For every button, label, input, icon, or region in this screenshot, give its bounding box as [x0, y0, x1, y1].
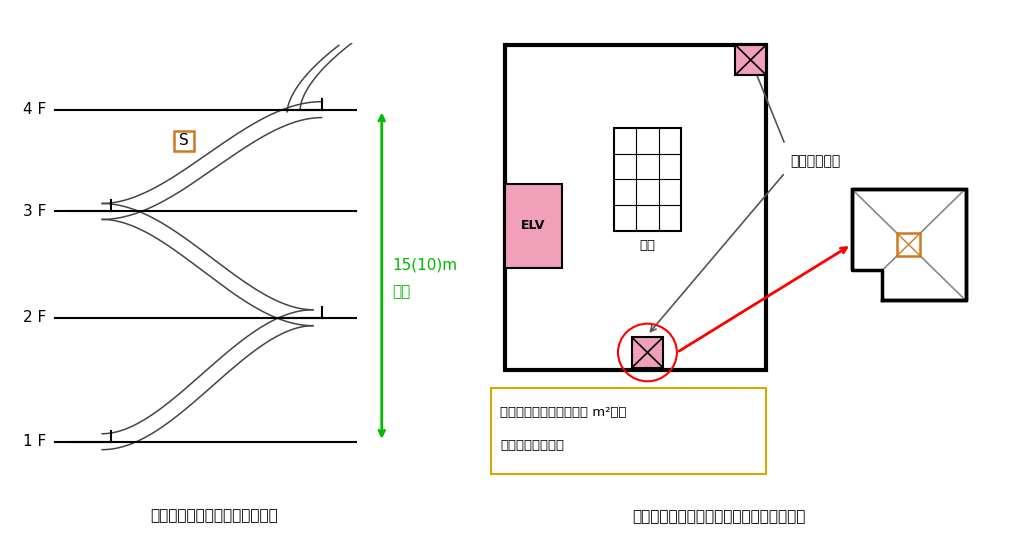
Bar [735, 45, 766, 75]
Bar [174, 131, 194, 151]
Text: シャフトなど: シャフトなど [790, 154, 840, 168]
Bar [632, 338, 663, 368]
Text: 1 F: 1 F [23, 434, 46, 449]
Text: 図６　エスカレータへの設置例: 図６ エスカレータへの設置例 [151, 508, 278, 523]
Text: 15(10)m: 15(10)m [392, 257, 458, 272]
Bar [852, 189, 966, 300]
Text: S: S [179, 133, 188, 148]
Text: なら感知器設置要: なら感知器設置要 [501, 438, 564, 451]
Bar [897, 233, 920, 255]
Text: 図７　パイプシャフト等への感知器設置例: 図７ パイプシャフト等への感知器設置例 [632, 509, 805, 524]
Text: 以下: 以下 [392, 284, 411, 299]
Text: シャフト等の断面積が１ m²以上: シャフト等の断面積が１ m²以上 [501, 406, 627, 419]
Bar [505, 45, 766, 370]
Bar [614, 129, 681, 231]
Bar [849, 270, 883, 302]
Bar [490, 388, 766, 475]
Text: ELV: ELV [521, 219, 546, 232]
Text: 4 F: 4 F [23, 102, 46, 117]
Bar [505, 184, 562, 268]
Text: 3 F: 3 F [23, 204, 46, 219]
Text: 2 F: 2 F [23, 310, 46, 325]
Text: 階段: 階段 [639, 239, 655, 252]
